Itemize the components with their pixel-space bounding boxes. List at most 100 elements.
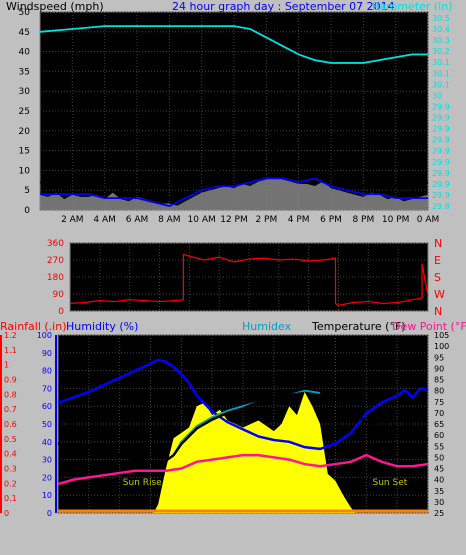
rain-y-tick: 0.3 <box>4 465 17 474</box>
wind-y-tick: 25 <box>19 107 30 117</box>
wind-y-tick: 5 <box>24 186 30 196</box>
direction-y-tick: 180 <box>47 273 64 283</box>
temperature-y-tick: 90 <box>434 364 444 373</box>
temperature-y-tick: 40 <box>434 476 444 485</box>
wind-y-tick: 50 <box>19 8 31 18</box>
barometer-y-tick: 29.8 <box>432 202 450 211</box>
temperature-label: Temperature (°F) <box>311 320 406 333</box>
rain-y-tick: 0.6 <box>4 420 17 429</box>
rain-y-tick: 0.5 <box>4 435 17 444</box>
barometer-line <box>39 25 428 64</box>
humidity-y-tick: 0 <box>47 509 52 518</box>
wind-y-tick: 45 <box>19 28 30 38</box>
humidity-y-tick: 70 <box>42 384 52 393</box>
direction-line <box>69 253 429 306</box>
wind-x-tick: 12 PM <box>220 215 248 225</box>
gust-area <box>40 177 428 210</box>
humidity-label: Humidity (%) <box>66 320 138 333</box>
sunrise-label: Sun Rise <box>123 478 162 488</box>
temperature-y-tick: 75 <box>434 398 444 407</box>
barometer-label: Barometer (in) <box>372 0 453 13</box>
rain-y-tick: 0.7 <box>4 405 17 414</box>
compass-label: N <box>434 237 442 250</box>
rain-y-tick: 0.1 <box>4 494 17 503</box>
barometer-y-tick: 29.9 <box>432 169 450 178</box>
barometer-y-tick: 29.9 <box>432 147 450 156</box>
rain-y-tick: 0.8 <box>4 390 17 399</box>
humidity-y-tick: 60 <box>42 402 52 411</box>
direction-y-tick: 270 <box>47 256 64 266</box>
rain-y-tick: 0.2 <box>4 479 17 488</box>
temperature-y-tick: 45 <box>434 465 444 474</box>
temperature-y-tick: 30 <box>434 498 444 507</box>
wind-y-tick: 20 <box>19 127 31 137</box>
windspeed-line <box>39 149 429 203</box>
dewpoint-line <box>57 453 429 486</box>
temperature-y-tick: 80 <box>434 387 444 396</box>
chart-title: 24 hour graph day : September 07 2014 <box>172 0 395 13</box>
wind-x-tick: 4 PM <box>288 215 310 225</box>
wind-y-tick: 10 <box>19 166 31 176</box>
rain-y-tick: 0.9 <box>4 376 17 385</box>
direction-y-tick: 360 <box>47 239 64 249</box>
compass-label: E <box>434 254 441 267</box>
rain-y-tick: 0 <box>4 509 9 518</box>
temperature-y-tick: 55 <box>434 442 444 451</box>
compass-label: W <box>434 288 445 301</box>
wind-y-tick: 0 <box>24 206 30 216</box>
windspeed-label: Windspeed (mph) <box>6 0 104 13</box>
barometer-y-tick: 29.9 <box>432 125 450 134</box>
direction-y-tick: 90 <box>53 290 65 300</box>
wind-y-tick: 15 <box>19 147 30 157</box>
temperature-y-tick: 60 <box>434 431 444 440</box>
wind-x-tick: 6 PM <box>320 215 342 225</box>
temperature-y-tick: 95 <box>434 353 444 362</box>
temperature-y-tick: 35 <box>434 487 444 496</box>
barometer-y-tick: 29.9 <box>432 102 450 111</box>
compass-label: S <box>434 271 441 284</box>
barometer-y-tick: 30.1 <box>432 58 450 67</box>
rainfall-label: Rainfall (.in) <box>0 320 67 333</box>
temperature-y-tick: 25 <box>434 509 444 518</box>
barometer-y-tick: 30.5 <box>432 14 450 23</box>
wind-y-tick: 35 <box>19 67 30 77</box>
barometer-y-tick: 29.9 <box>432 191 450 200</box>
humidity-y-tick: 30 <box>42 456 52 465</box>
barometer-y-tick: 30.3 <box>432 36 450 45</box>
barometer-y-tick: 30.1 <box>432 69 450 78</box>
humidity-y-tick: 10 <box>42 491 52 500</box>
rain-y-tick: 1.1 <box>4 346 17 355</box>
temperature-y-tick: 50 <box>434 453 444 462</box>
rain-y-tick: 0.4 <box>4 450 17 459</box>
sunset-label: Sun Set <box>373 478 408 488</box>
wind-x-tick: 0 AM <box>417 215 440 225</box>
wind-y-tick: 40 <box>19 48 31 58</box>
temperature-line <box>58 387 429 464</box>
temperature-y-tick: 100 <box>434 342 449 351</box>
avg-wind-line <box>40 177 428 207</box>
humidex-label: Humidex <box>242 320 292 333</box>
barometer-y-tick: 30.4 <box>432 25 450 34</box>
humidity-y-tick: 100 <box>37 331 52 340</box>
temperature-y-tick: 105 <box>434 331 449 340</box>
rain-y-tick: 1.2 <box>4 331 17 340</box>
humidity-y-tick: 90 <box>42 349 52 358</box>
barometer-y-tick: 29.9 <box>432 158 450 167</box>
wind-x-tick: 8 PM <box>352 215 374 225</box>
humidity-line <box>57 358 429 451</box>
dewpoint-label: Dew Point (°F) <box>392 320 466 333</box>
wind-x-tick: 2 PM <box>255 215 277 225</box>
wind-x-tick: 6 AM <box>126 215 149 225</box>
wind-x-tick: 10 PM <box>382 215 410 225</box>
compass-label: N <box>434 305 442 318</box>
wind-y-tick: 30 <box>19 87 31 97</box>
barometer-y-tick: 30.1 <box>432 80 450 89</box>
wind-x-tick: 10 AM <box>188 215 216 225</box>
barometer-y-tick: 29.9 <box>432 180 450 189</box>
barometer-y-tick: 30 <box>432 91 442 100</box>
temperature-y-tick: 65 <box>434 420 444 429</box>
humidity-y-tick: 50 <box>42 420 52 429</box>
humidity-y-tick: 80 <box>42 367 52 376</box>
humidity-y-tick: 40 <box>42 438 52 447</box>
